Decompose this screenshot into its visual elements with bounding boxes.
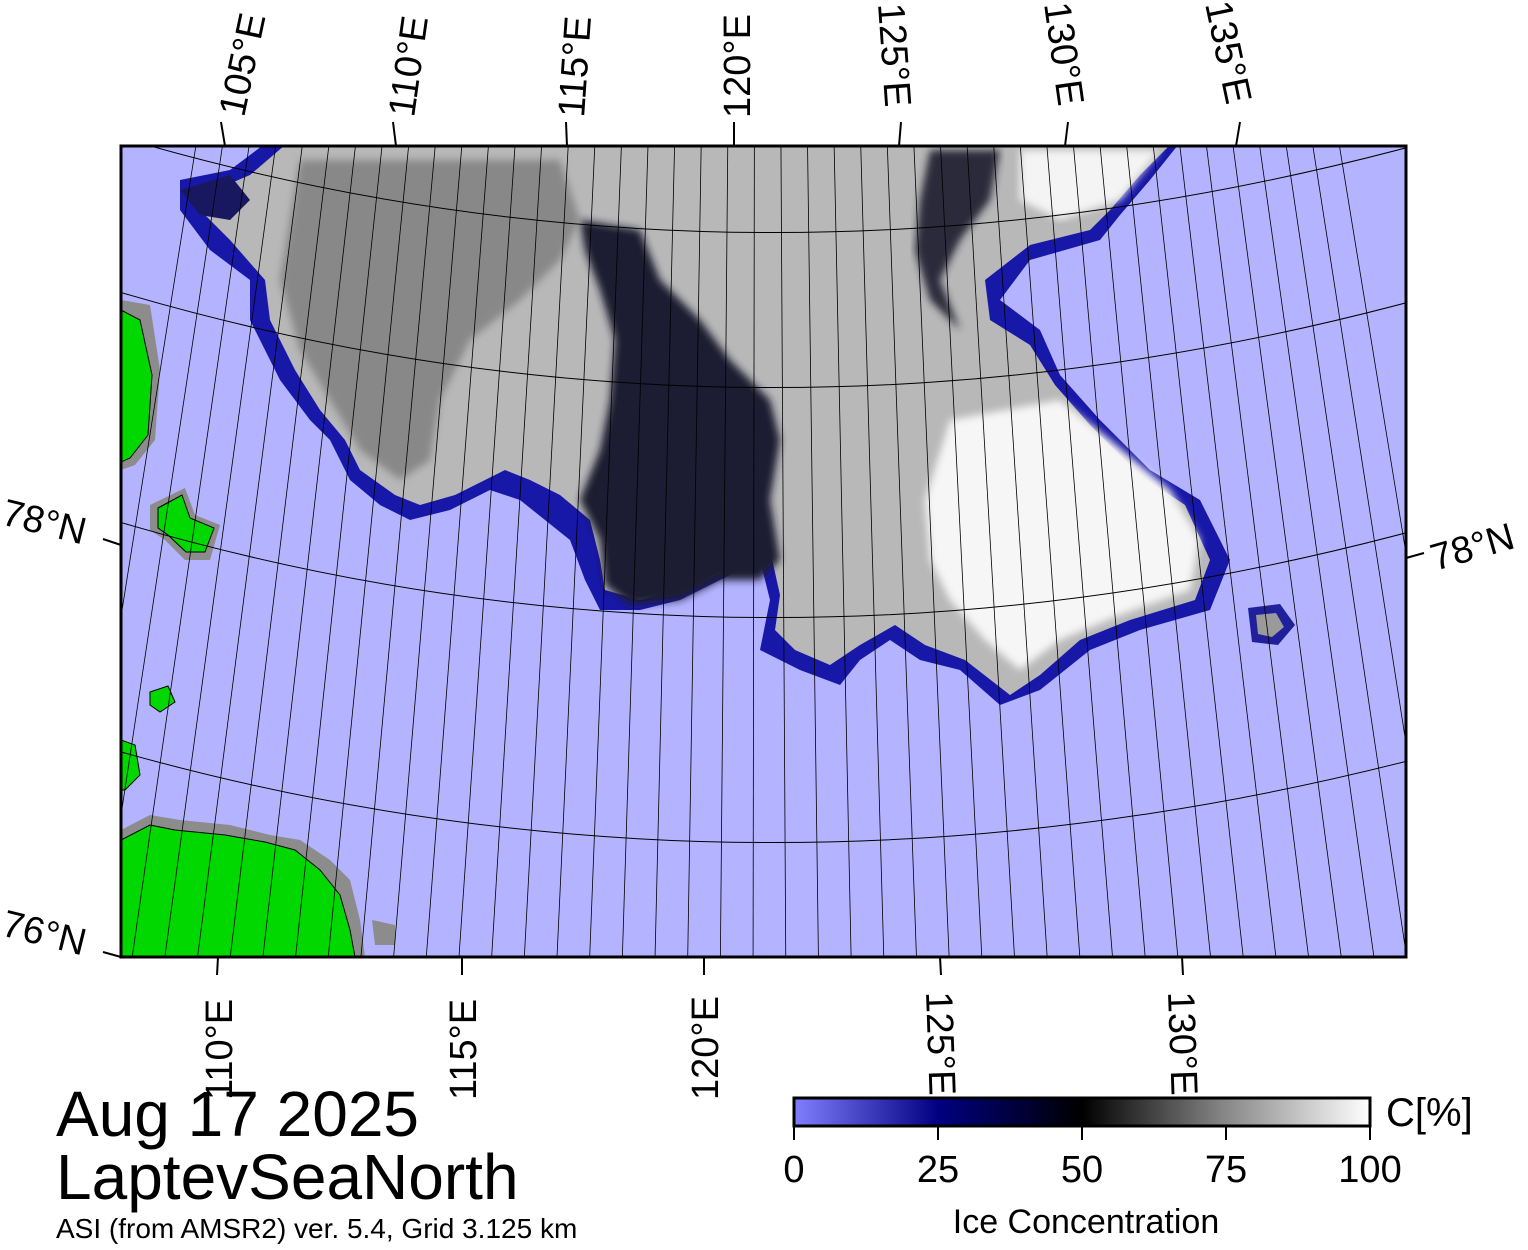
top-lon-label-110: 110°E [381,13,437,119]
top-lon-label-120: 120°E [717,14,759,118]
bottom-lon-label-110: 110°E [199,999,241,1100]
colorbar-tick-25: 25 [916,1149,960,1191]
left-lat-label-76: 76°N [0,903,90,964]
land-island [121,739,141,791]
meridian-line [360,146,436,957]
meridian-line [966,146,1015,957]
meridian-line [1099,146,1179,957]
land-island [372,920,395,945]
high-concentration-ice [1020,150,1160,220]
colorbar-title: Ice Concentration [952,1203,1220,1241]
colorbar-tick-75: 75 [1204,1149,1248,1191]
colorbar [792,1096,1372,1128]
meridian-line [654,146,675,957]
land-island [157,494,215,553]
meridian-line [860,146,885,957]
bottom-lon-label-115: 115°E [443,999,485,1100]
low-concentration-band [580,220,780,605]
meridian-line [1206,146,1309,957]
bottom-lon-label-120: 120°E [685,996,727,1100]
meridian-line [229,146,330,957]
meridian-line [262,146,356,957]
meridian-line [913,146,950,957]
frame-ticks [102,121,1425,976]
meridian-line [621,146,649,957]
region-name: LaptevSeaNorth [56,1141,519,1213]
colorbar-unit: C[%] [1386,1091,1473,1135]
meridian-line [491,146,542,957]
meridian-line [1312,146,1406,747]
meridian-line [121,146,197,620]
meridian-line [1259,146,1375,957]
meridian-line [1073,146,1146,957]
meridian-line [780,146,787,957]
meridian-line [393,146,463,957]
meridian-line [752,146,755,957]
top-lon-label-130: 130°E [1035,0,1091,108]
meridian-line [807,146,819,957]
top-lon-label-135: 135°E [1196,0,1259,108]
meridian-line [164,146,277,957]
meridian-line [1019,146,1081,957]
colorbar-tick-100: 100 [1338,1149,1402,1191]
top-lon-label-125: 125°E [869,2,918,109]
meridian-line [556,146,596,957]
meridian-line [425,146,489,957]
ice-floe-patch-core [1256,613,1284,637]
colorbar-tick-0: 0 [783,1149,805,1191]
map-date: Aug 17 2025 [56,1078,419,1150]
left-lat-label-78: 78°N [0,492,90,553]
meridian-line [719,146,729,957]
graticule-latitudes [121,146,1406,844]
meridian-line [1339,146,1406,556]
bottom-lon-label-125: 125°E [917,991,963,1096]
meridian-line [1046,146,1113,957]
meridian-line [687,146,702,957]
data-source: ASI (from AMSR2) ver. 5.4, Grid 3.125 km [56,1213,578,1244]
land-severnaya-zemlya [121,309,153,463]
meridian-line [523,146,569,957]
top-lon-label-115: 115°E [551,15,600,119]
meridian-line [993,146,1048,957]
meridian-line [458,146,516,957]
meridian-line [327,146,410,957]
right-lat-label-78: 78°N [1426,516,1519,580]
meridian-line [1152,146,1244,957]
meridian-line [1179,146,1277,957]
meridian-line [1232,146,1342,957]
graticule-meridians [121,146,1406,957]
meridian-line [131,146,250,957]
meridian-line [295,146,383,957]
meridian-line [589,146,622,957]
meridian-line [940,146,983,957]
colorbar-ticks [793,1126,1371,1140]
map-frame [119,144,1408,959]
meridian-line [1285,146,1406,956]
low-concentration-patch [915,150,1000,330]
top-lon-label-105: 105°E [212,9,275,119]
meridian-line [833,146,852,957]
meridian-line [197,146,303,957]
bottom-lon-label-130: 130°E [1159,991,1205,1096]
colorbar-tick-50: 50 [1060,1149,1104,1191]
meridian-line [121,146,223,818]
meridian-line [886,146,917,957]
meridian-line [1126,146,1211,957]
map-area [121,146,1406,957]
